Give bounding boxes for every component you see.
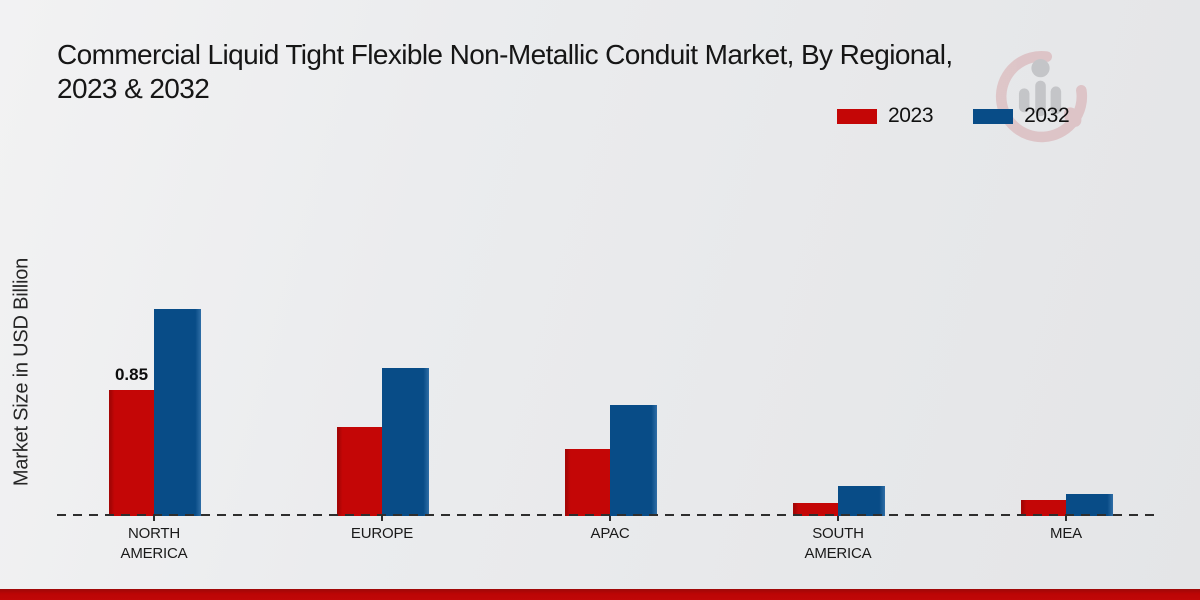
- bar-2023-mea: [1021, 500, 1066, 516]
- legend-item-2023: 2023: [837, 104, 934, 128]
- bar-2032-apac: [610, 405, 657, 516]
- legend-swatch-2032: [973, 108, 1014, 124]
- legend-label: 2023: [888, 104, 934, 127]
- chart-title-line2: 2023 & 2032: [57, 73, 210, 104]
- bar-2023-europe: [337, 427, 382, 516]
- data-label-2023-north-america: 0.85: [114, 365, 149, 384]
- x-axis-tick-south-america: [837, 516, 839, 521]
- category-label-europe: EUROPE: [350, 525, 414, 542]
- bar-2023-north-america: [109, 390, 154, 516]
- market-research-future-logo-watermark-icon: [995, 51, 1088, 143]
- legend-item-2032: 2032: [973, 104, 1070, 128]
- chart-title: Commercial Liquid Tight Flexible Non-Met…: [57, 38, 953, 106]
- category-label-mea: MEA: [1050, 525, 1082, 542]
- bar-2032-north-america: [154, 309, 201, 516]
- legend-label: 2032: [1024, 104, 1070, 127]
- bar-2032-europe: [382, 368, 429, 516]
- x-axis-baseline: [57, 514, 1158, 516]
- legend-swatch-2023: [837, 108, 877, 124]
- category-label-apac: APAC: [590, 525, 630, 542]
- x-axis-tick-north-america: [153, 516, 155, 521]
- footer-accent-bar: [0, 589, 1200, 600]
- bar-2023-south-america: [793, 503, 838, 516]
- bar-2032-mea: [1066, 494, 1113, 516]
- category-label-south-america: SOUTH AMERICA: [804, 525, 872, 562]
- legend: 2023 2032: [837, 104, 1070, 128]
- category-label-north-america: NORTH AMERICA: [120, 525, 188, 562]
- bar-2023-apac: [565, 449, 610, 516]
- x-axis-tick-mea: [1065, 516, 1067, 521]
- x-axis-tick-europe: [381, 516, 383, 521]
- chart-title-line1: Commercial Liquid Tight Flexible Non-Met…: [57, 39, 953, 70]
- x-axis-tick-apac: [609, 516, 611, 521]
- bar-2032-south-america: [838, 486, 885, 516]
